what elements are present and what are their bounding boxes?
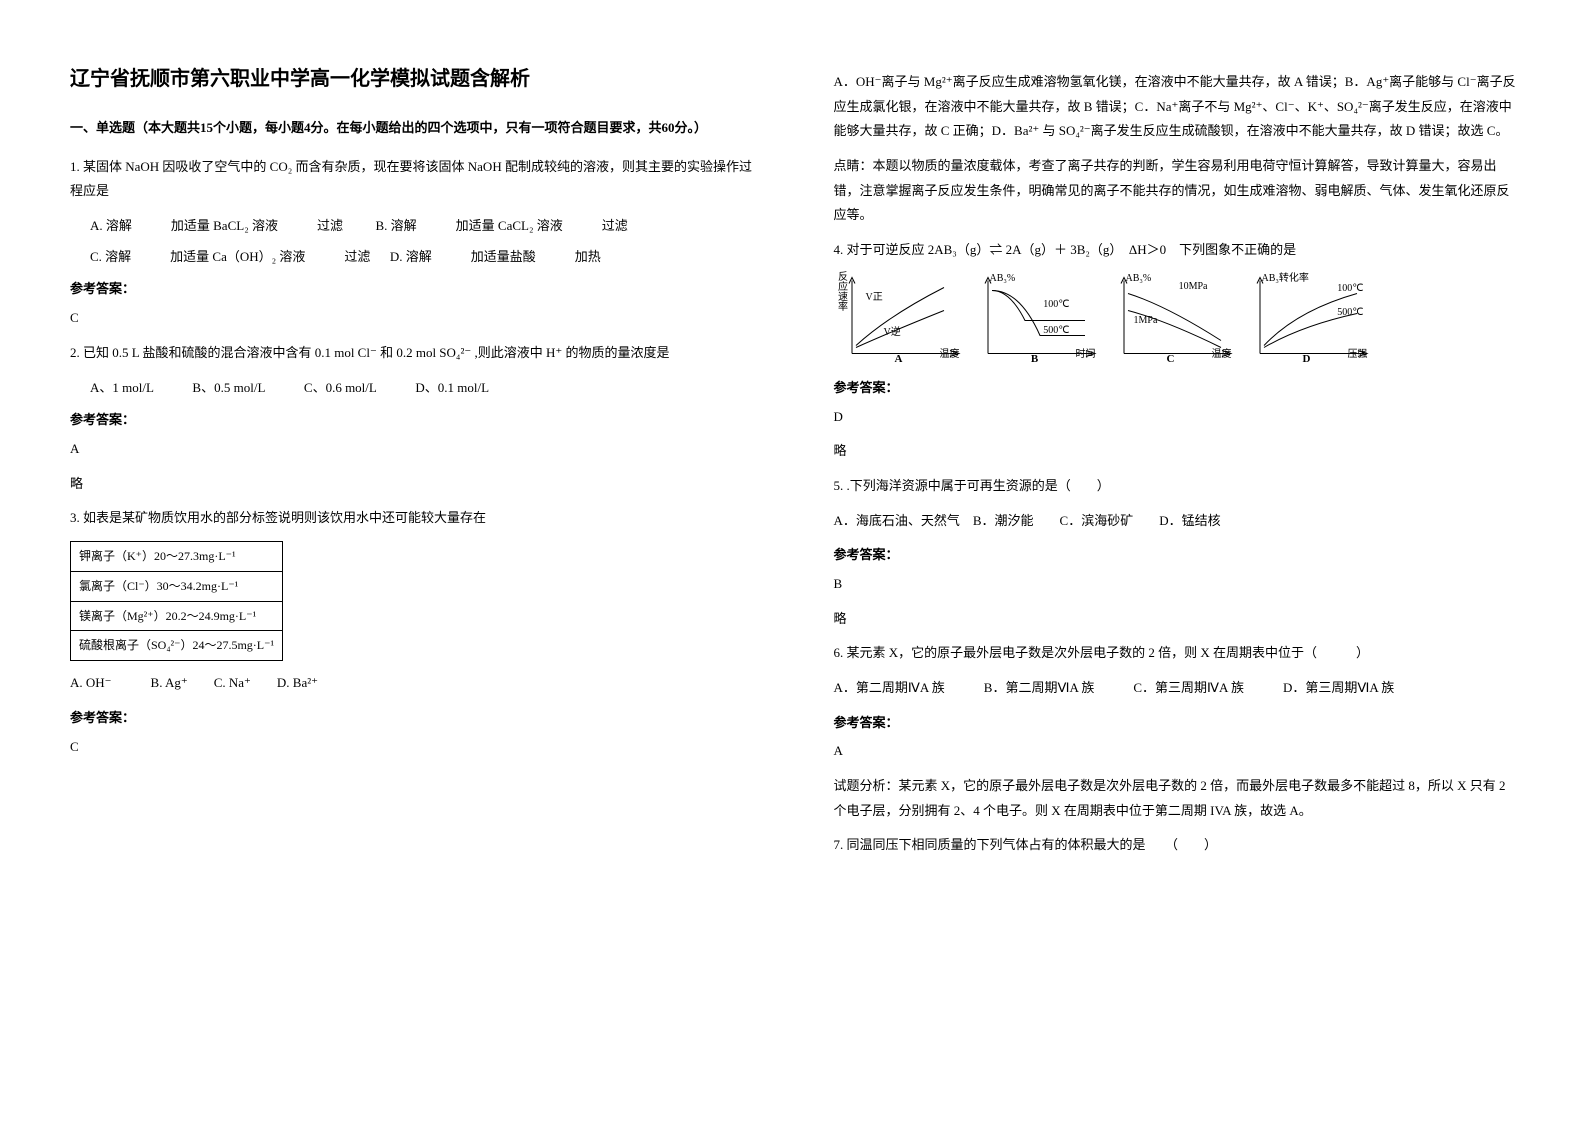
q2-ans: A [70, 437, 754, 462]
q5-ans: B [834, 572, 1518, 597]
chart-b: AB₃% 100℃ 500℃ 时间 B [970, 273, 1100, 368]
ion-r3: 镁离子（Mg²⁺）20.2～24.9mg·L⁻¹ [71, 601, 283, 631]
chart-a-ylabel: 反应速率 [832, 271, 851, 311]
chart-c-ylabel: AB₃% [1126, 269, 1152, 288]
chart-d-xlabel: 压强 [1348, 345, 1368, 364]
q1-opt-a: A. 溶解 加适量 BaCL₂ 溶液 过滤 B. 溶解 加适量 CaCL₂ 溶液… [90, 214, 754, 239]
q6-ans: A [834, 739, 1518, 764]
q3-ans: C [70, 735, 754, 760]
q1-ans: C [70, 306, 754, 331]
q3-opts: A. OH⁻ B. Ag⁺ C. Na⁺ D. Ba²⁺ [70, 671, 754, 696]
q5-ans-label: 参考答案： [834, 543, 1518, 568]
q1-d-text: D. 溶解 加适量盐酸 加热 [390, 249, 601, 264]
q1-stem: 1. 某固体 NaOH 因吸收了空气中的 CO₂ 而含有杂质，现在要将该固体 N… [70, 155, 754, 204]
q4-charts: 反应速率 V正 V逆 温度 A AB₃% [834, 273, 1518, 368]
chart-a-cap: A [895, 349, 903, 370]
chart-b-ylabel: AB₃% [990, 269, 1016, 288]
q4-ans-label: 参考答案： [834, 376, 1518, 401]
ion-table: 钾离子（K⁺）20～27.3mg·L⁻¹ 氯离子（Cl⁻）30～34.2mg·L… [70, 541, 283, 661]
page-title: 辽宁省抚顺市第六职业中学高一化学模拟试题含解析 [70, 60, 754, 98]
section-heading: 一、单选题（本大题共15个小题，每小题4分。在每小题给出的四个选项中，只有一项符… [70, 116, 754, 141]
chart-c-l1: 10MPa [1179, 277, 1208, 296]
q1-b-text: B. 溶解 加适量 CaCL₂ 溶液 过滤 [375, 218, 627, 233]
chart-a-l2: V逆 [884, 323, 901, 342]
q6-ans-label: 参考答案： [834, 711, 1518, 736]
q6-expl: 试题分析：某元素 X，它的原子最外层电子数是次外层电子数的 2 倍，而最外层电子… [834, 774, 1518, 823]
q4-ans: D [834, 405, 1518, 430]
chart-a-xlabel: 温度 [940, 345, 960, 364]
q2-stem: 2. 已知 0.5 L 盐酸和硫酸的混合溶液中含有 0.1 mol Cl⁻ 和 … [70, 341, 754, 366]
chart-a: 反应速率 V正 V逆 温度 A [834, 273, 964, 368]
q4-stem: 4. 对于可逆反应 2AB₃（g）⇌ 2A（g）＋ 3B₂（g） ΔH＞0 下列… [834, 238, 1518, 263]
chart-d-l2: 500℃ [1337, 303, 1363, 322]
chart-c: AB₃% 10MPa 1MPa 温度 C [1106, 273, 1236, 368]
q5-stem: 5. .下列海洋资源中属于可再生资源的是（ ） [834, 474, 1518, 499]
chart-b-xlabel: 时间 [1076, 345, 1096, 364]
chart-c-cap: C [1167, 349, 1175, 370]
q1-c-text: C. 溶解 加适量 Ca（OH）₂ 溶液 过滤 [90, 249, 370, 264]
chart-d-ylabel: AB₃转化率 [1262, 269, 1309, 288]
ion-r1: 钾离子（K⁺）20～27.3mg·L⁻¹ [71, 541, 283, 571]
q7-stem: 7. 同温同压下相同质量的下列气体占有的体积最大的是 （ ） [834, 833, 1518, 858]
q4-note: 略 [834, 439, 1518, 464]
q2-ans-label: 参考答案： [70, 408, 754, 433]
chart-c-xlabel: 温度 [1212, 345, 1232, 364]
chart-b-l1: 100℃ [1043, 295, 1069, 314]
q3-stem: 3. 如表是某矿物质饮用水的部分标签说明则该饮用水中还可能较大量存在 [70, 506, 754, 531]
q3-ans-label: 参考答案： [70, 706, 754, 731]
chart-d: AB₃转化率 100℃ 500℃ 压强 D [1242, 273, 1372, 368]
chart-b-cap: B [1031, 349, 1038, 370]
chart-d-l1: 100℃ [1337, 279, 1363, 298]
q2-note: 略 [70, 472, 754, 497]
chart-d-cap: D [1303, 349, 1311, 370]
q2-opts: A、1 mol/L B、0.5 mol/L C、0.6 mol/L D、0.1 … [90, 376, 754, 401]
q6-stem: 6. 某元素 X，它的原子最外层电子数是次外层电子数的 2 倍，则 X 在周期表… [834, 641, 1518, 666]
q3-explain: A．OH⁻离子与 Mg²⁺离子反应生成难溶物氢氧化镁，在溶液中不能大量共存，故 … [834, 70, 1518, 144]
q1-ans-label: 参考答案： [70, 277, 754, 302]
q5-opts: A．海底石油、天然气 B．潮汐能 C．滨海砂矿 D．锰结核 [834, 509, 1518, 534]
chart-b-l2: 500℃ [1043, 321, 1069, 340]
chart-c-l2: 1MPa [1134, 311, 1158, 330]
chart-a-l1: V正 [866, 288, 883, 307]
q3-tip: 点睛：本题以物质的量浓度载体，考查了离子共存的判断，学生容易利用电荷守恒计算解答… [834, 154, 1518, 228]
q1-opt-c: C. 溶解 加适量 Ca（OH）₂ 溶液 过滤 D. 溶解 加适量盐酸 加热 [90, 245, 754, 270]
q1-a-text: A. 溶解 加适量 BaCL₂ 溶液 过滤 [90, 218, 343, 233]
ion-r2: 氯离子（Cl⁻）30～34.2mg·L⁻¹ [71, 571, 283, 601]
ion-r4: 硫酸根离子（SO₄²⁻）24～27.5mg·L⁻¹ [71, 631, 283, 661]
q5-note: 略 [834, 607, 1518, 632]
q6-opts: A．第二周期ⅣA 族 B．第二周期ⅥA 族 C．第三周期ⅣA 族 D．第三周期Ⅵ… [834, 676, 1518, 701]
